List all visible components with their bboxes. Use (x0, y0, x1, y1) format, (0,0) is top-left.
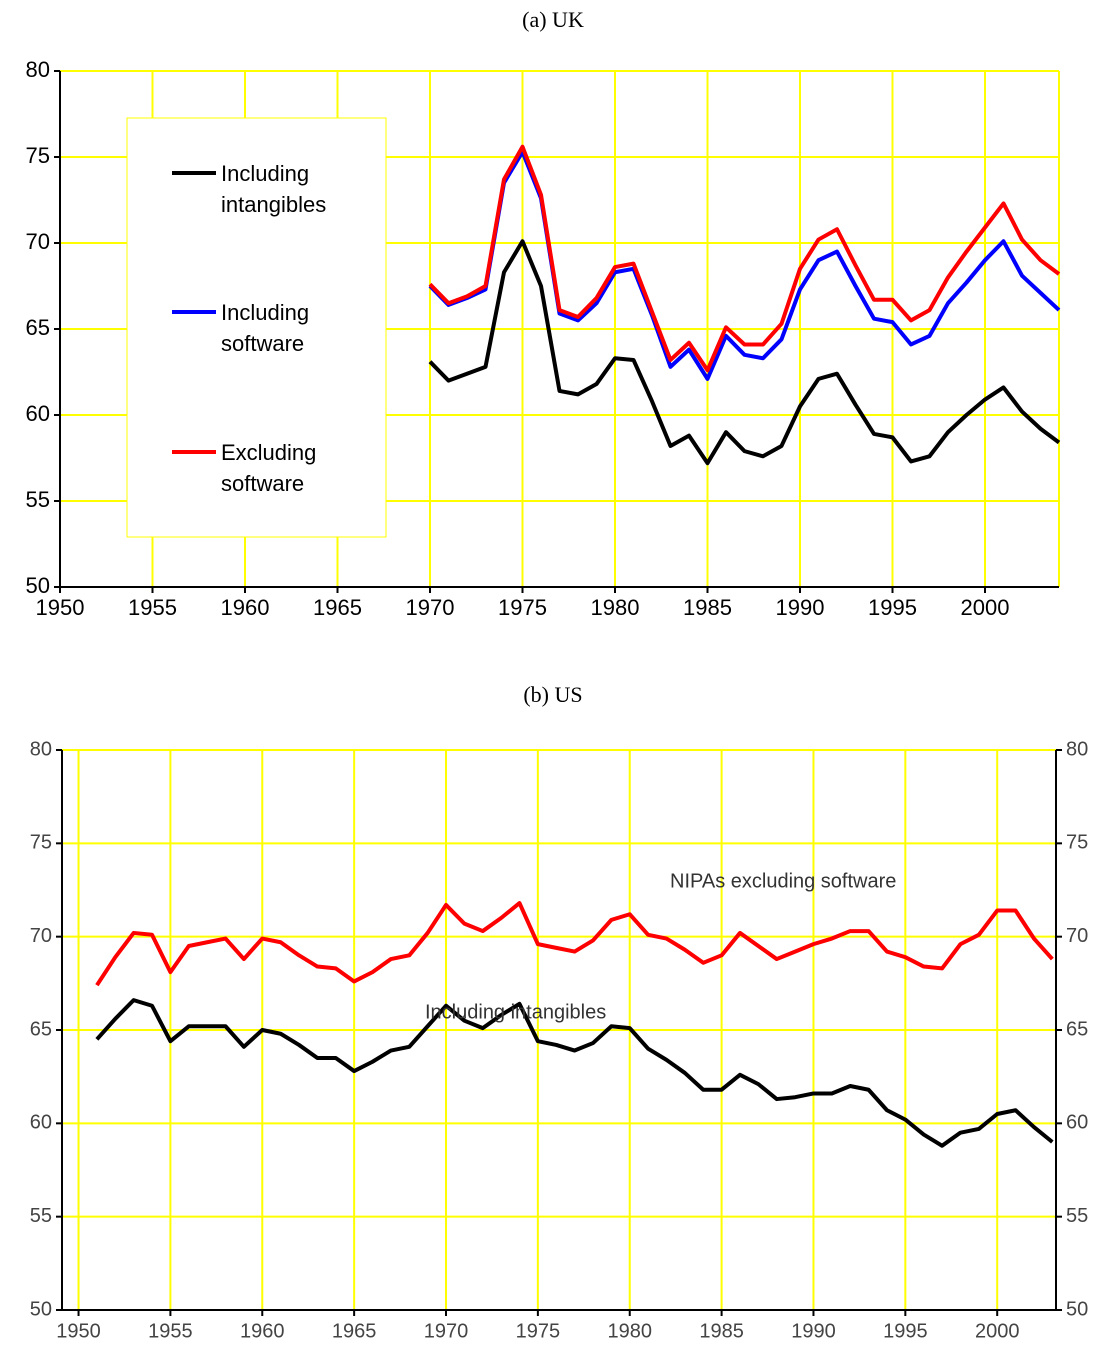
x-tick-label: 1955 (128, 595, 177, 620)
x-tick-label: 1985 (699, 1320, 744, 1342)
x-tick-label: 1990 (791, 1320, 836, 1342)
x-tick-label: 1995 (868, 595, 917, 620)
x-tick-label: 1955 (148, 1320, 193, 1342)
chart-title: (b) US (523, 682, 582, 707)
series-line (95, 998, 1054, 1148)
x-tick-label: 1980 (607, 1320, 652, 1342)
x-tick-label: 1965 (313, 595, 362, 620)
y2-tick-label: 75 (1066, 832, 1088, 854)
x-tick-label: 1970 (424, 1320, 469, 1342)
legend-label: Including software (221, 300, 310, 356)
y2-tick-label: 80 (1066, 738, 1088, 760)
legend-box (126, 117, 387, 538)
x-tick-label: 1970 (406, 595, 455, 620)
x-tick-label: 1960 (240, 1320, 285, 1342)
y2-tick-label: 70 (1066, 925, 1088, 947)
y-tick-label: 75 (30, 832, 52, 854)
x-tick-label: 2000 (961, 595, 1010, 620)
y-tick-label: 55 (26, 487, 50, 512)
x-tick-label: 1950 (56, 1320, 101, 1342)
y-tick-label: 80 (26, 57, 50, 82)
y-tick-label: 65 (26, 315, 50, 340)
y-tick-label: 60 (30, 1112, 52, 1134)
x-tick-label: 1965 (332, 1320, 377, 1342)
y-tick-label: 65 (30, 1018, 52, 1040)
series-label: Including intangibles (425, 1001, 606, 1023)
legend-label: Excluding software (221, 440, 317, 496)
y-tick-label: 60 (26, 401, 50, 426)
y2-tick-label: 50 (1066, 1298, 1088, 1320)
y2-tick-label: 60 (1066, 1112, 1088, 1134)
x-tick-label: 1985 (683, 595, 732, 620)
series-line (428, 239, 1061, 466)
y2-tick-label: 65 (1066, 1018, 1088, 1040)
legend-label: Including intangibles (221, 161, 327, 217)
x-tick-label: 2000 (975, 1320, 1020, 1342)
y-tick-label: 50 (26, 573, 50, 598)
series-label: NIPAs excluding software (670, 870, 896, 892)
y-tick-label: 70 (30, 925, 52, 947)
y-tick-label: 75 (26, 143, 50, 168)
x-tick-label: 1990 (776, 595, 825, 620)
x-tick-label: 1995 (883, 1320, 928, 1342)
y2-tick-label: 55 (1066, 1205, 1088, 1227)
series-line (428, 144, 1061, 373)
y-tick-label: 50 (30, 1298, 52, 1320)
chart-title: (a) UK (522, 7, 584, 32)
x-tick-label: 1960 (221, 595, 270, 620)
y-tick-label: 70 (26, 229, 50, 254)
x-tick-label: 1975 (498, 595, 547, 620)
series-line (95, 901, 1054, 987)
x-tick-label: 1975 (516, 1320, 561, 1342)
y-tick-label: 55 (30, 1205, 52, 1227)
y-tick-label: 80 (30, 738, 52, 760)
x-tick-label: 1980 (591, 595, 640, 620)
x-tick-label: 1950 (36, 595, 85, 620)
